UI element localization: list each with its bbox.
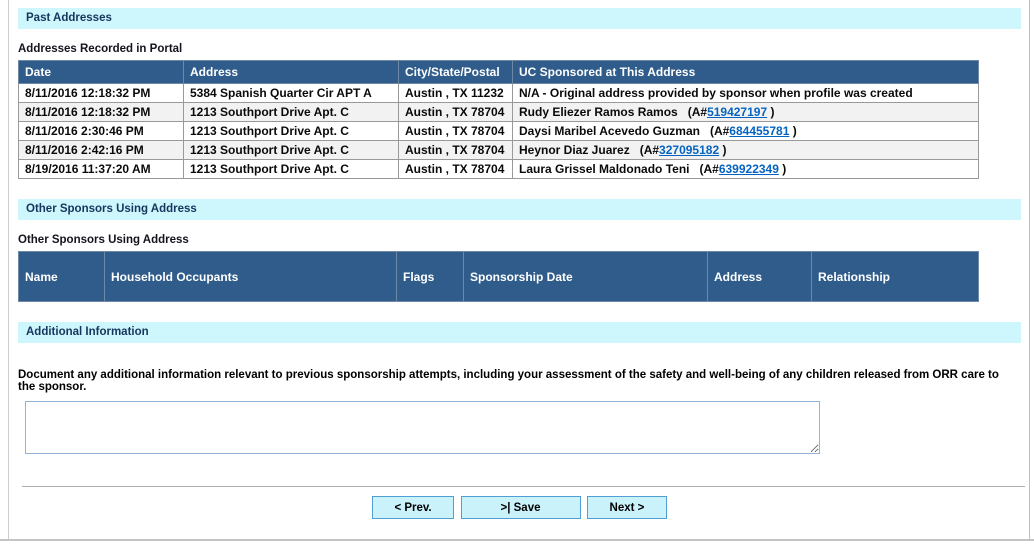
table-cell: Austin , TX 78704	[398, 140, 513, 160]
table-row: 8/11/2016 12:18:32 PM 1213 Southport Driv…	[18, 102, 979, 122]
next-button[interactable]: Next >	[586, 496, 667, 519]
table-cell: Austin , TX 78704	[398, 102, 513, 122]
column-header: Name	[18, 251, 105, 302]
footer-button-row: < Prev. >| Save Next >	[18, 496, 1021, 519]
table-cell: 8/11/2016 12:18:32 PM	[18, 83, 184, 103]
table-cell: Austin , TX 78704	[398, 159, 513, 179]
other-sponsors-table-label: Other Sponsors Using Address	[18, 234, 189, 246]
additional-information-textarea[interactable]	[25, 401, 820, 454]
table-cell: 8/11/2016 12:18:32 PM	[18, 102, 184, 122]
section-header-past-addresses: Past Addresses	[18, 8, 1021, 29]
additional-information-instruction: Document any additional information rele…	[18, 369, 999, 393]
table-row: 8/11/2016 2:42:16 PM 1213 Southport Drive…	[18, 140, 979, 160]
column-header: Household Occupants	[104, 251, 397, 302]
column-header: Relationship	[811, 251, 979, 302]
section-title: Additional Information	[26, 326, 149, 338]
table-row: 8/11/2016 2:30:46 PM 1213 Southport Drive…	[18, 121, 979, 141]
table-cell: 1213 Southport Drive Apt. C	[183, 159, 399, 179]
past-addresses-table-label: Addresses Recorded in Portal	[18, 43, 183, 55]
page-bottom-border	[0, 539, 1034, 541]
uc-sponsored-cell: Rudy Eliezer Ramos Ramos (A#519427197 )	[512, 102, 979, 122]
table-cell: Austin , TX 11232	[398, 83, 513, 103]
table-cell: Austin , TX 78704	[398, 121, 513, 141]
uc-sponsored-cell: Laura Grissel Maldonado Teni (A#63992234…	[512, 159, 979, 179]
past-addresses-table: Date Address City/State/Postal UC Sponsored…	[18, 60, 979, 179]
column-header: City/State/Postal	[398, 60, 513, 84]
other-sponsors-table: Name Household Occupants Flags Sponsorship …	[18, 251, 979, 302]
table-cell: 8/11/2016 2:30:46 PM	[18, 121, 184, 141]
footer-divider	[22, 486, 1025, 487]
alien-number-link[interactable]: 639922349	[718, 162, 779, 176]
column-header: Date	[18, 60, 184, 84]
table-cell: 5384 Spanish Quarter Cir APT A	[183, 83, 399, 103]
column-header: Address	[707, 251, 812, 302]
section-header-other-sponsors: Other Sponsors Using Address	[18, 199, 1021, 220]
other-sponsors-header-row: Name Household Occupants Flags Sponsorship …	[18, 251, 979, 302]
table-cell: 1213 Southport Drive Apt. C	[183, 121, 399, 141]
alien-number-link[interactable]: 684455781	[729, 124, 790, 138]
page-container: Past Addresses Addresses Recorded in Por…	[8, 0, 1030, 540]
alien-number-link[interactable]: 519427197	[707, 105, 768, 119]
table-row: 8/19/2016 11:37:20 AM 1213 Southport Driv…	[18, 159, 979, 179]
prev-button[interactable]: < Prev.	[372, 496, 455, 519]
table-cell: 1213 Southport Drive Apt. C	[183, 102, 399, 122]
column-header: UC Sponsored at This Address	[512, 60, 979, 84]
alien-number-link[interactable]: 327095182	[659, 143, 720, 157]
table-cell: 8/19/2016 11:37:20 AM	[18, 159, 184, 179]
save-button[interactable]: >| Save	[460, 496, 581, 519]
past-addresses-header-row: Date Address City/State/Postal UC Sponsored…	[18, 60, 979, 84]
uc-sponsored-cell: Daysi Maribel Acevedo Guzman (A#68445578…	[512, 121, 979, 141]
column-header: Flags	[396, 251, 464, 302]
section-header-additional-information: Additional Information	[18, 322, 1021, 343]
column-header: Address	[183, 60, 399, 84]
section-title: Other Sponsors Using Address	[26, 203, 197, 215]
uc-sponsored-cell: Heynor Diaz Juarez (A#327095182 )	[512, 140, 979, 160]
uc-sponsored-cell: N/A - Original address provided by spons…	[512, 83, 979, 103]
column-header: Sponsorship Date	[463, 251, 708, 302]
table-row: 8/11/2016 12:18:32 PM 5384 Spanish Quarte…	[18, 83, 979, 103]
section-title: Past Addresses	[26, 12, 112, 24]
table-cell: 8/11/2016 2:42:16 PM	[18, 140, 184, 160]
table-cell: 1213 Southport Drive Apt. C	[183, 140, 399, 160]
